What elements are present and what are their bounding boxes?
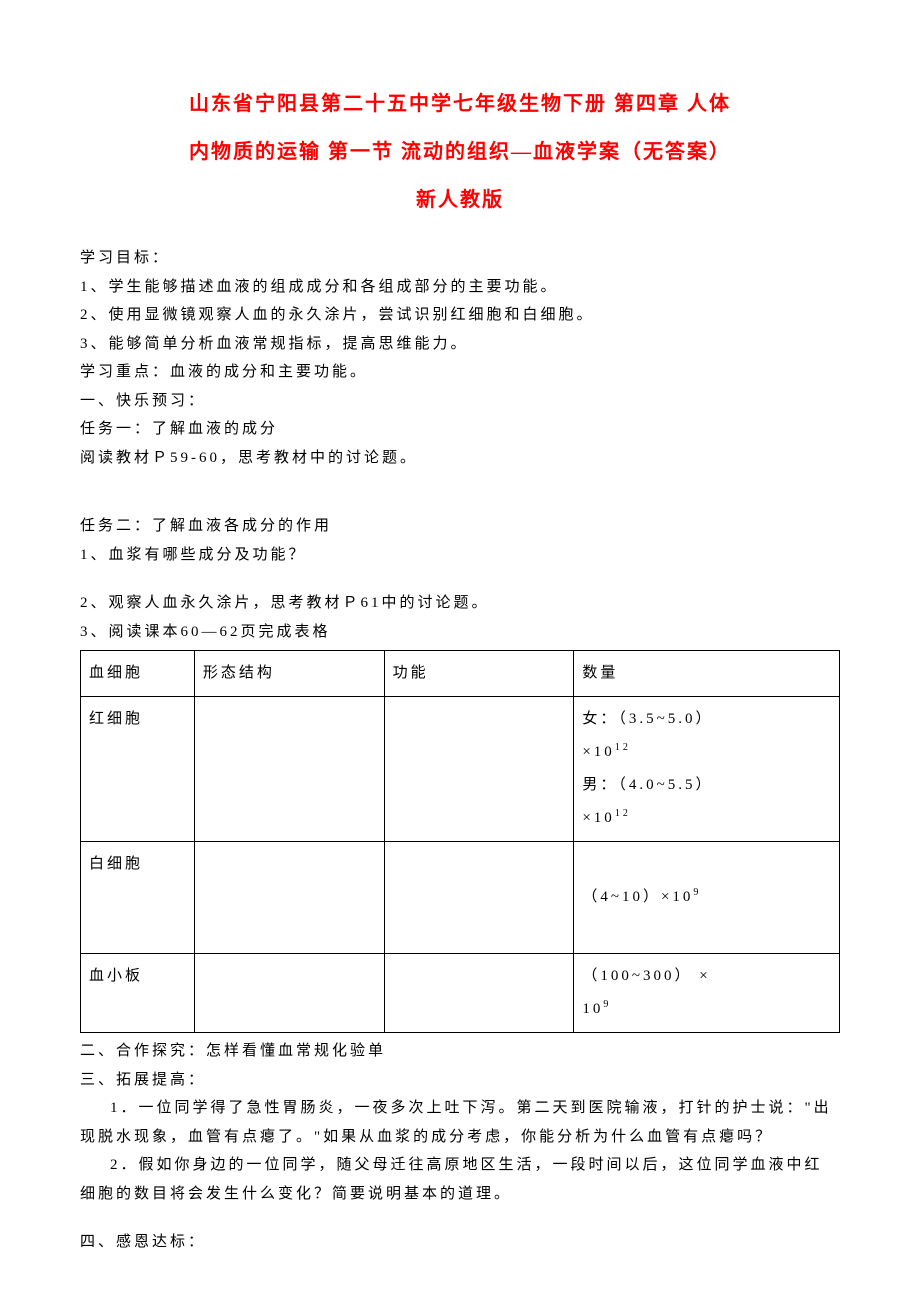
task-1-label: 任务一： [80, 421, 152, 437]
objective-3: 3、能够简单分析血液常规指标，提高思维能力。 [80, 330, 840, 359]
title-line-2: 内物质的运输 第一节 流动的组织—血液学案（无答案） [80, 128, 840, 176]
cell-quantity: （4~10）×109 [574, 842, 840, 954]
objective-1: 1、学生能够描述血液的组成成分和各组成部分的主要功能。 [80, 273, 840, 302]
cell-morphology [194, 697, 384, 842]
title-line-3: 新人教版 [80, 176, 840, 224]
header-function: 功能 [384, 651, 574, 697]
task-2-text: 了解血液各成分的作用 [152, 518, 332, 534]
table-row: 红细胞 女：（3.5~5.0） ×1012 男：（4.0~5.5） ×1012 [81, 697, 840, 842]
objective-2: 2、使用显微镜观察人血的永久涂片，尝试识别红细胞和白细胞。 [80, 301, 840, 330]
document-title: 山东省宁阳县第二十五中学七年级生物下册 第四章 人体 内物质的运输 第一节 流动… [80, 80, 840, 224]
cell-type: 红细胞 [81, 697, 195, 842]
task-1-detail: 阅读教材Ｐ59-60，思考教材中的讨论题。 [80, 444, 840, 473]
table-row: 血小板 （100~300） × 109 [81, 954, 840, 1033]
section-3-heading: 三、拓展提高： [80, 1066, 840, 1095]
cell-morphology [194, 954, 384, 1033]
table-header-row: 血细胞 形态结构 功能 数量 [81, 651, 840, 697]
section-4-heading: 四、感恩达标： [80, 1228, 840, 1257]
cell-morphology [194, 842, 384, 954]
task-2-q2: 2、观察人血永久涂片，思考教材Ｐ61中的讨论题。 [80, 589, 840, 618]
blood-cell-table: 血细胞 形态结构 功能 数量 红细胞 女：（3.5~5.0） ×1012 男：（… [80, 650, 840, 1033]
task-2-label: 任务二： [80, 518, 152, 534]
task-2-q3: 3、阅读课本60—62页完成表格 [80, 618, 840, 647]
task-1-text: 了解血液的成分 [152, 421, 278, 437]
cell-function [384, 954, 574, 1033]
cell-quantity: （100~300） × 109 [574, 954, 840, 1033]
cell-type: 白细胞 [81, 842, 195, 954]
table-row: 白细胞 （4~10）×109 [81, 842, 840, 954]
extend-q2: 2．假如你身边的一位同学，随父母迁往高原地区生活，一段时间以后，这位同学血液中红… [80, 1151, 840, 1208]
task-2-q1: 1、血浆有哪些成分及功能？ [80, 541, 840, 570]
cell-quantity: 女：（3.5~5.0） ×1012 男：（4.0~5.5） ×1012 [574, 697, 840, 842]
extend-q1: 1．一位同学得了急性胃肠炎，一夜多次上吐下泻。第二天到医院输液，打针的护士说："… [80, 1094, 840, 1151]
focus-text: 血液的成分和主要功能。 [170, 364, 368, 380]
header-morphology: 形态结构 [194, 651, 384, 697]
cell-type: 血小板 [81, 954, 195, 1033]
task-2: 任务二：了解血液各成分的作用 [80, 512, 840, 541]
objectives-label: 学习目标： [80, 244, 840, 273]
title-line-1: 山东省宁阳县第二十五中学七年级生物下册 第四章 人体 [80, 80, 840, 128]
header-cell-type: 血细胞 [81, 651, 195, 697]
section-1-heading: 一、快乐预习： [80, 387, 840, 416]
section-2-heading: 二、合作探究：怎样看懂血常规化验单 [80, 1037, 840, 1066]
task-1: 任务一：了解血液的成分 [80, 415, 840, 444]
focus-line: 学习重点：血液的成分和主要功能。 [80, 358, 840, 387]
focus-label: 学习重点： [80, 364, 170, 380]
header-quantity: 数量 [574, 651, 840, 697]
cell-function [384, 697, 574, 842]
cell-function [384, 842, 574, 954]
